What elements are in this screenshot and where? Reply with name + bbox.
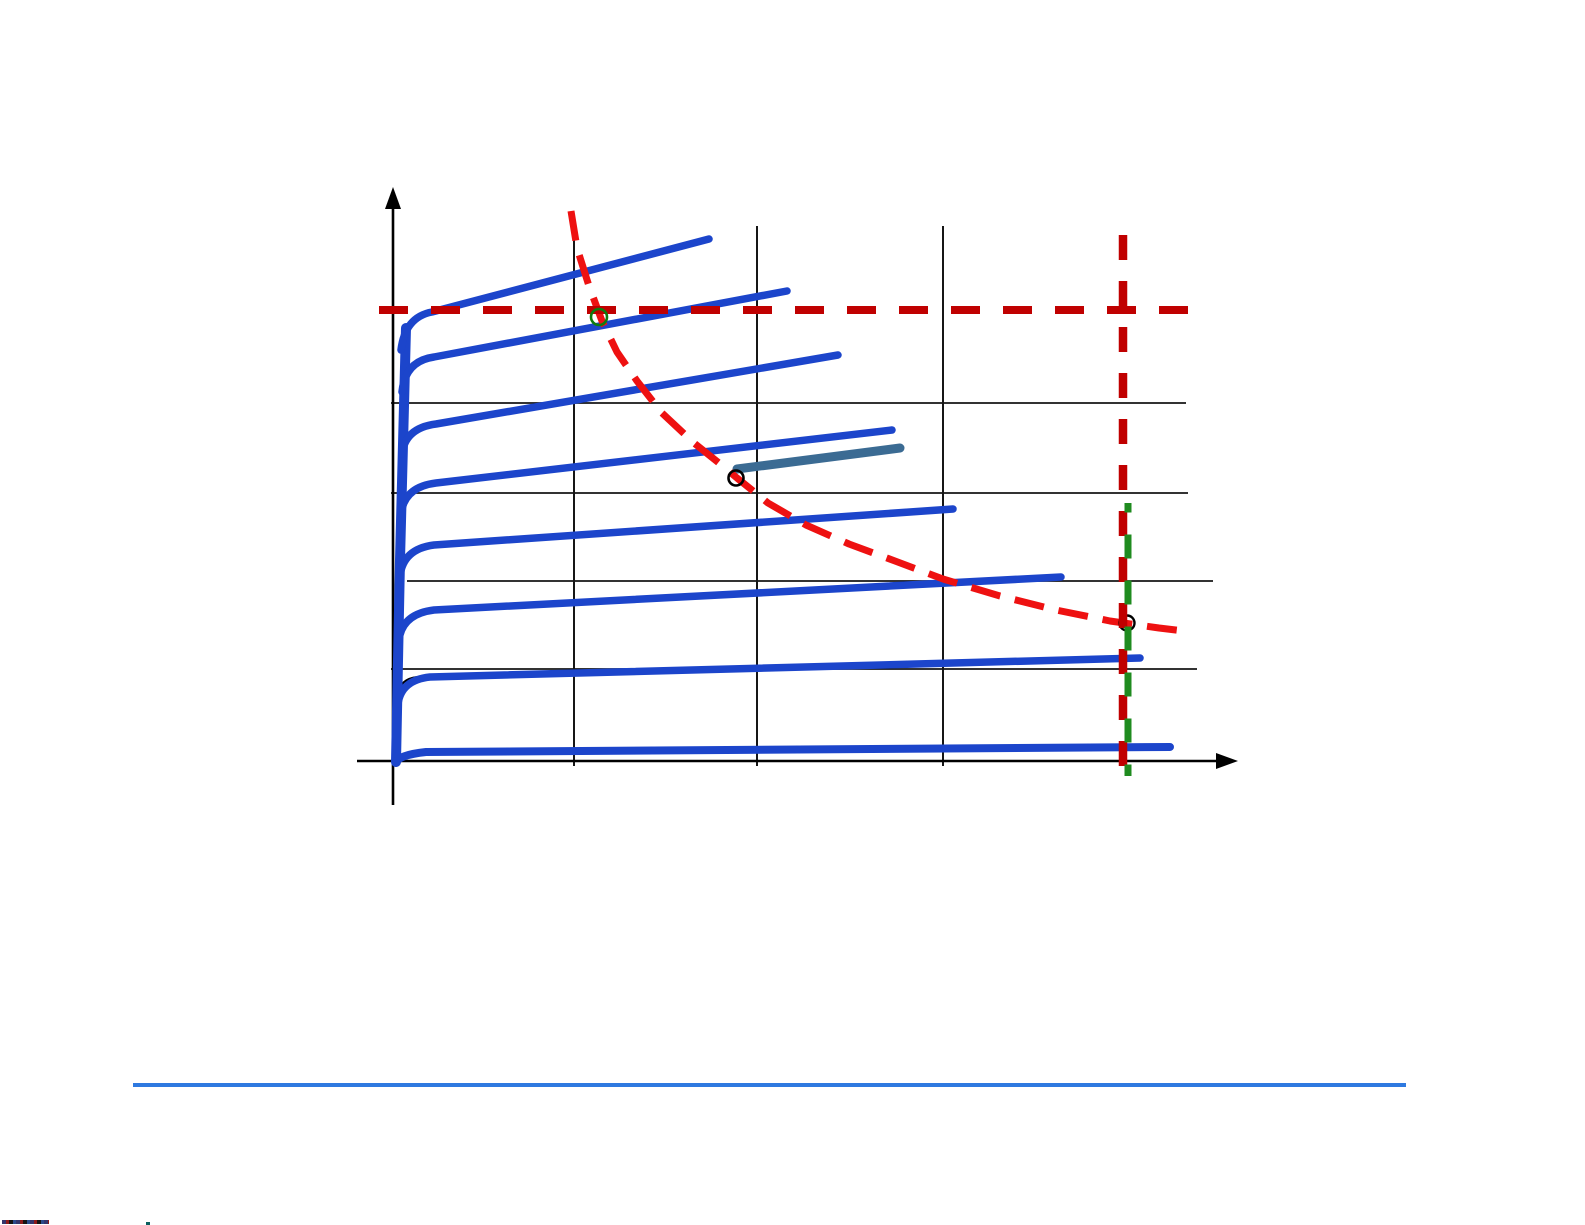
cropped-text-fragment <box>2 1220 49 1224</box>
output-curve-2 <box>398 287 791 396</box>
output-curve-6 <box>395 573 1065 644</box>
output-curve-3 <box>398 351 842 458</box>
operating-point-black-1 <box>727 469 745 487</box>
output-curve-7 <box>394 654 1144 708</box>
operating-point-green <box>589 307 609 327</box>
output-curve-5 <box>396 505 957 580</box>
footer-rule <box>133 1083 1406 1087</box>
max-power-hyperbola <box>567 210 1185 635</box>
teal-load-segment <box>732 443 905 474</box>
cropped-text-fragment-dot <box>146 1222 150 1225</box>
output-curve-8 <box>392 743 1174 767</box>
y-axis-arrowhead <box>385 187 401 209</box>
output-curve-4 <box>397 426 896 518</box>
x-axis-arrowhead <box>1216 753 1238 769</box>
